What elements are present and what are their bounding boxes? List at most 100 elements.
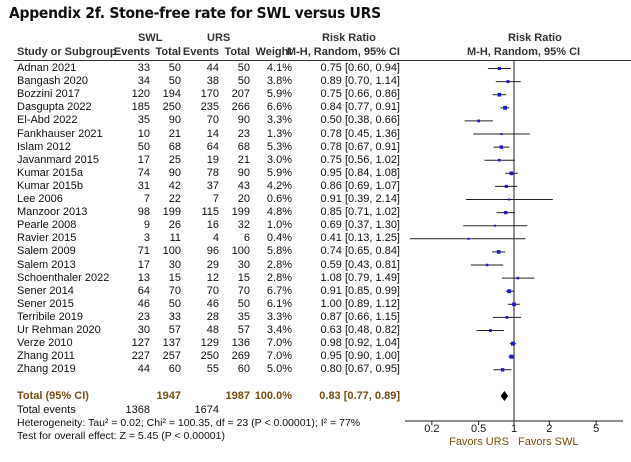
urs-total: 90	[237, 114, 250, 127]
swl-events: 9	[143, 219, 150, 232]
weight: 0.4%	[266, 232, 292, 245]
swl-total: 257	[162, 350, 181, 363]
swl-events: 23	[137, 310, 150, 323]
total-urs: 1987	[225, 390, 250, 402]
swl-events: 71	[137, 245, 150, 258]
urs-total: 60	[237, 363, 250, 376]
x-tick-label: 2	[546, 423, 553, 435]
risk-ratio-ci: 0.95 [0.90, 1.00]	[320, 350, 400, 363]
point-estimate	[498, 158, 501, 162]
risk-ratio-ci: 0.78 [0.67, 0.91]	[320, 140, 400, 153]
risk-ratio-ci: 0.89 [0.70, 1.14]	[320, 75, 400, 88]
swl-total: 22	[168, 193, 181, 205]
swl-total: 15	[168, 271, 181, 284]
point-estimate	[500, 133, 503, 135]
point-estimate	[507, 289, 512, 294]
urs-events: 70	[206, 114, 219, 127]
urs-total: 50	[237, 75, 250, 88]
risk-ratio-ci: 0.69 [0.37, 1.30]	[320, 219, 400, 232]
study-name: Salem 2009	[17, 245, 76, 258]
swl-total: 33	[168, 310, 181, 323]
weight: 2.8%	[266, 271, 292, 284]
urs-total: 207	[231, 88, 250, 101]
weight: 4.1%	[266, 62, 292, 74]
weight: 3.3%	[266, 310, 292, 323]
favors-urs-label: Favors URS	[449, 436, 509, 448]
urs-events: 4	[212, 232, 219, 245]
weight: 2.8%	[266, 258, 292, 271]
swl-events: 46	[137, 297, 150, 310]
point-estimate	[516, 276, 520, 280]
swl-total: 50	[168, 75, 181, 88]
study-name: Manzoor 2013	[17, 206, 88, 219]
point-estimate	[485, 263, 489, 267]
swl-events: 98	[137, 206, 150, 219]
point-estimate	[506, 80, 510, 84]
weight: 3.8%	[266, 75, 292, 88]
point-estimate	[510, 341, 515, 346]
risk-ratio-ci: 0.86 [0.69, 1.07]	[320, 179, 400, 192]
study-name: Javanmard 2015	[17, 153, 99, 166]
swl-total: 250	[162, 101, 181, 114]
swl-total: 194	[162, 88, 181, 101]
point-estimate	[497, 66, 501, 71]
risk-ratio-ci: 0.75 [0.66, 0.86]	[320, 88, 400, 101]
point-estimate	[500, 368, 505, 372]
point-estimate	[508, 198, 511, 201]
study-name: Bangash 2020	[17, 75, 88, 88]
weight: 6.6%	[266, 101, 292, 114]
point-estimate	[504, 210, 508, 215]
study-name: Adnan 2021	[17, 62, 77, 74]
swl-total: 57	[168, 324, 181, 336]
plot-method-header: M-H, Random, 95% CI	[467, 46, 581, 58]
swl-total: 25	[168, 153, 181, 166]
swl-total: 11	[169, 232, 181, 245]
total-weight: 100.0%	[254, 390, 292, 402]
x-tick-label: 5	[593, 423, 600, 435]
weight: 3.0%	[266, 153, 292, 166]
weight: 5.9%	[266, 166, 292, 179]
study-name: Terribile 2019	[17, 310, 84, 323]
swl-total: 60	[168, 363, 181, 376]
swl-events-header: Events	[113, 46, 150, 58]
swl-total: 68	[168, 140, 181, 153]
weight: 5.8%	[266, 245, 292, 258]
urs-events: 48	[206, 324, 219, 336]
urs-total: 57	[237, 324, 250, 336]
urs-events: 115	[201, 206, 219, 219]
swl-events: 127	[131, 337, 150, 350]
swl-events: 74	[137, 166, 150, 179]
favors-swl-label: Favors SWL	[518, 436, 579, 448]
urs-group-header: URS	[207, 32, 231, 44]
plot-rr-header: Risk Ratio	[508, 32, 562, 44]
urs-events: 28	[206, 310, 219, 323]
risk-ratio-ci: 0.78 [0.45, 1.36]	[320, 127, 400, 140]
point-estimate	[504, 184, 508, 188]
swl-events: 33	[137, 62, 150, 74]
point-estimate	[494, 224, 497, 227]
weight: 0.6%	[266, 193, 292, 205]
urs-events: 70	[206, 284, 219, 297]
urs-total: 23	[237, 127, 250, 140]
swl-events: 10	[137, 127, 150, 140]
urs-events: 170	[200, 88, 219, 101]
point-estimate	[503, 105, 508, 110]
total-ci: 0.83 [0.77, 0.89]	[319, 390, 400, 402]
urs-events: 250	[200, 350, 219, 363]
x-tick-label: 1	[510, 423, 518, 435]
urs-total-header: Total	[224, 46, 250, 58]
urs-events: 129	[200, 337, 219, 350]
swl-total: 90	[168, 114, 181, 127]
heterogeneity-text: Heterogeneity: Tau² = 0.02; Chi² = 100.3…	[17, 417, 361, 429]
urs-total: 136	[231, 337, 250, 350]
weight: 7.0%	[266, 337, 292, 350]
swl-events: 17	[137, 153, 150, 166]
study-name: Fankhauser 2021	[17, 127, 103, 140]
risk-ratio-ci: 1.00 [0.89, 1.12]	[320, 297, 400, 310]
urs-total: 70	[237, 284, 250, 297]
swl-events: 30	[137, 324, 150, 336]
urs-total: 68	[237, 140, 250, 153]
urs-events: 235	[200, 101, 219, 114]
weight: 3.4%	[266, 324, 292, 336]
weight: 4.8%	[266, 206, 292, 219]
